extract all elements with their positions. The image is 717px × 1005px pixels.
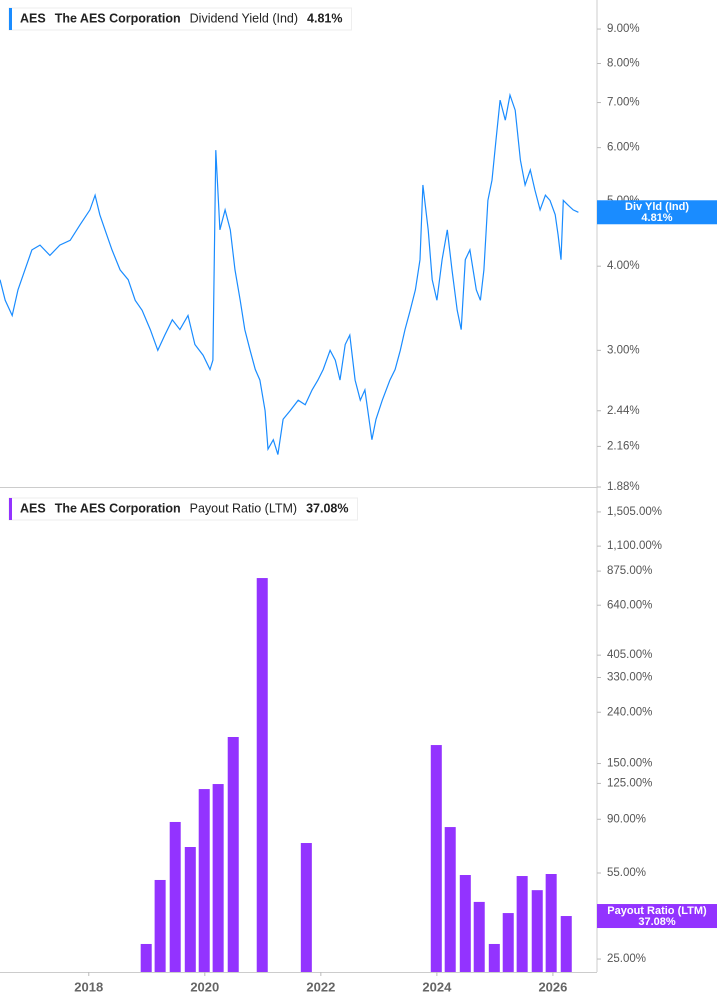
legend-value: 4.81% [307, 11, 342, 25]
x-tick-label: 2024 [422, 979, 452, 994]
legend-swatch [9, 498, 12, 520]
bar [545, 874, 557, 972]
bar [473, 901, 485, 972]
y-tick-label: 2.16% [607, 440, 640, 452]
y-tick-label: 8.00% [607, 58, 640, 70]
badge-value: 4.81% [641, 212, 672, 224]
legend-ticker: AES [20, 501, 46, 515]
bar [184, 847, 196, 972]
y-tick-label: 1,100.00% [607, 540, 662, 552]
bar [531, 890, 543, 972]
y-tick-label: 4.00% [607, 260, 640, 272]
y-tick-label: 90.00% [607, 813, 646, 825]
x-tick-label: 2026 [538, 979, 567, 994]
bar [430, 745, 442, 972]
y-tick-label: 240.00% [607, 706, 652, 718]
y-tick-label: 640.00% [607, 599, 652, 611]
y-tick-label: 6.00% [607, 142, 640, 154]
x-tick-label: 2018 [74, 979, 103, 994]
legend-value: 37.08% [306, 501, 348, 515]
y-tick-label: 3.00% [607, 344, 640, 356]
y-tick-label: 9.00% [607, 23, 640, 35]
bar [154, 879, 166, 972]
value-badge [597, 200, 717, 225]
bar [488, 943, 500, 972]
bar [459, 875, 471, 972]
y-tick-label: 150.00% [607, 758, 652, 770]
y-tick-label: 7.00% [607, 97, 640, 109]
bar [169, 821, 181, 972]
y-tick-label: 2.44% [607, 405, 640, 417]
y-tick-label: 405.00% [607, 649, 652, 661]
legend-ticker: AES [20, 11, 46, 25]
bar [227, 736, 239, 972]
badge-name: Payout Ratio (LTM) [607, 905, 707, 917]
x-tick-label: 2020 [190, 979, 219, 994]
bar [502, 913, 514, 972]
y-tick-label: 25.00% [607, 953, 646, 965]
bar [444, 827, 456, 972]
value-badge [597, 904, 717, 929]
bar [212, 784, 224, 972]
line [0, 92, 579, 455]
y-tick-label: 1.88% [607, 481, 640, 493]
x-tick-label: 2022 [306, 979, 335, 994]
bar [140, 943, 152, 972]
legend-series: Payout Ratio (LTM) [190, 501, 297, 515]
bar [256, 578, 268, 972]
y-tick-label: 125.00% [607, 777, 652, 789]
badge-value: 37.08% [638, 916, 676, 928]
legend-company: The AES Corporation [55, 501, 181, 515]
legend-company: The AES Corporation [55, 11, 181, 25]
legend-swatch [9, 8, 12, 30]
bar [516, 876, 528, 972]
badge-name: Div Yld (Ind) [625, 201, 689, 213]
y-tick-label: 330.00% [607, 672, 652, 684]
bar [198, 789, 210, 972]
legend-series: Dividend Yield (Ind) [190, 11, 298, 25]
bar [300, 843, 312, 972]
y-tick-label: 875.00% [607, 565, 652, 577]
bar [560, 916, 572, 972]
y-tick-label: 1,505.00% [607, 506, 662, 518]
y-tick-label: 55.00% [607, 867, 646, 879]
